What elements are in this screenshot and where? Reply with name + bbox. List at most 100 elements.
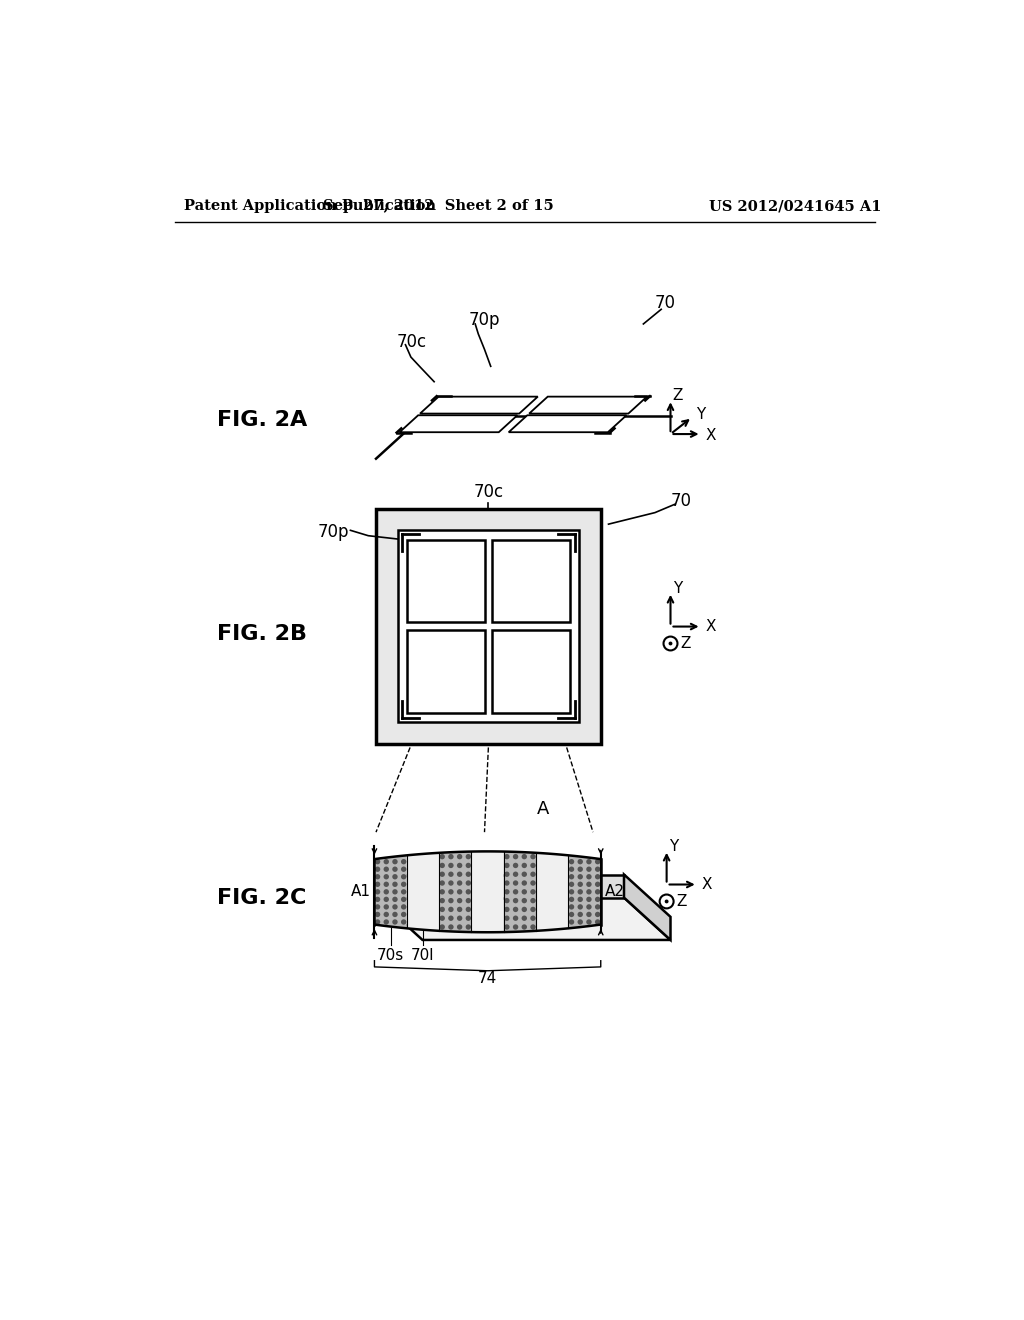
Circle shape [578, 874, 583, 879]
Circle shape [401, 912, 407, 917]
Circle shape [513, 924, 518, 929]
Bar [407, 630, 484, 713]
Circle shape [449, 890, 454, 895]
Circle shape [504, 890, 510, 895]
Circle shape [466, 890, 471, 895]
Circle shape [521, 871, 527, 876]
Text: FIG. 2C: FIG. 2C [217, 887, 306, 908]
Text: Patent Application Publication: Patent Application Publication [183, 199, 436, 213]
Circle shape [401, 890, 407, 895]
Text: 70l: 70l [412, 948, 435, 962]
Circle shape [457, 863, 463, 869]
Circle shape [513, 854, 518, 859]
Circle shape [504, 871, 510, 876]
Circle shape [504, 898, 510, 903]
Circle shape [384, 874, 389, 879]
Circle shape [449, 854, 454, 859]
Circle shape [457, 924, 463, 929]
Circle shape [457, 854, 463, 859]
Text: Z: Z [677, 894, 687, 909]
Circle shape [375, 912, 380, 917]
Circle shape [392, 859, 397, 865]
Circle shape [595, 919, 600, 925]
Circle shape [401, 896, 407, 902]
Circle shape [375, 859, 380, 865]
Circle shape [457, 916, 463, 921]
Circle shape [521, 863, 527, 869]
Circle shape [439, 871, 444, 876]
Text: 70p: 70p [469, 312, 501, 329]
Text: 70c: 70c [473, 483, 504, 502]
Circle shape [586, 919, 592, 925]
Circle shape [466, 898, 471, 903]
Text: 70p: 70p [317, 523, 349, 541]
Circle shape [578, 890, 583, 895]
Circle shape [375, 882, 380, 887]
Circle shape [401, 866, 407, 873]
Text: Y: Y [669, 838, 678, 854]
Circle shape [568, 904, 574, 909]
Circle shape [530, 916, 536, 921]
Circle shape [513, 863, 518, 869]
Circle shape [466, 863, 471, 869]
Circle shape [384, 904, 389, 909]
Circle shape [384, 919, 389, 925]
Circle shape [586, 904, 592, 909]
Circle shape [401, 859, 407, 865]
Text: 70c: 70c [397, 333, 427, 351]
Circle shape [439, 880, 444, 886]
Circle shape [513, 916, 518, 921]
Circle shape [466, 854, 471, 859]
Circle shape [595, 882, 600, 887]
Circle shape [375, 890, 380, 895]
Polygon shape [529, 396, 647, 413]
Circle shape [665, 899, 669, 903]
Polygon shape [420, 396, 538, 413]
Circle shape [513, 898, 518, 903]
Circle shape [384, 866, 389, 873]
Bar [376, 508, 601, 743]
Circle shape [578, 904, 583, 909]
Circle shape [439, 863, 444, 869]
Circle shape [530, 871, 536, 876]
Circle shape [449, 916, 454, 921]
Circle shape [439, 916, 444, 921]
Text: Y: Y [673, 581, 682, 595]
Polygon shape [375, 855, 407, 928]
Circle shape [595, 866, 600, 873]
Circle shape [595, 896, 600, 902]
Circle shape [384, 882, 389, 887]
Polygon shape [399, 416, 517, 432]
Circle shape [568, 890, 574, 895]
Circle shape [521, 854, 527, 859]
Text: 70s: 70s [377, 948, 404, 962]
Circle shape [384, 896, 389, 902]
Circle shape [578, 866, 583, 873]
Bar [493, 540, 569, 622]
Circle shape [504, 916, 510, 921]
Polygon shape [537, 853, 568, 931]
Circle shape [586, 890, 592, 895]
Text: X: X [706, 428, 716, 444]
Circle shape [449, 924, 454, 929]
Circle shape [466, 924, 471, 929]
Circle shape [530, 924, 536, 929]
Circle shape [466, 871, 471, 876]
Circle shape [530, 907, 536, 912]
Circle shape [586, 874, 592, 879]
Circle shape [530, 890, 536, 895]
Circle shape [392, 912, 397, 917]
Circle shape [392, 896, 397, 902]
Text: US 2012/0241645 A1: US 2012/0241645 A1 [710, 199, 882, 213]
Circle shape [439, 924, 444, 929]
Polygon shape [624, 875, 671, 940]
Bar [493, 630, 569, 713]
Text: Y: Y [696, 408, 706, 422]
Circle shape [530, 898, 536, 903]
Circle shape [466, 907, 471, 912]
Circle shape [384, 890, 389, 895]
Circle shape [449, 871, 454, 876]
Circle shape [504, 907, 510, 912]
Circle shape [466, 916, 471, 921]
Circle shape [568, 912, 574, 917]
